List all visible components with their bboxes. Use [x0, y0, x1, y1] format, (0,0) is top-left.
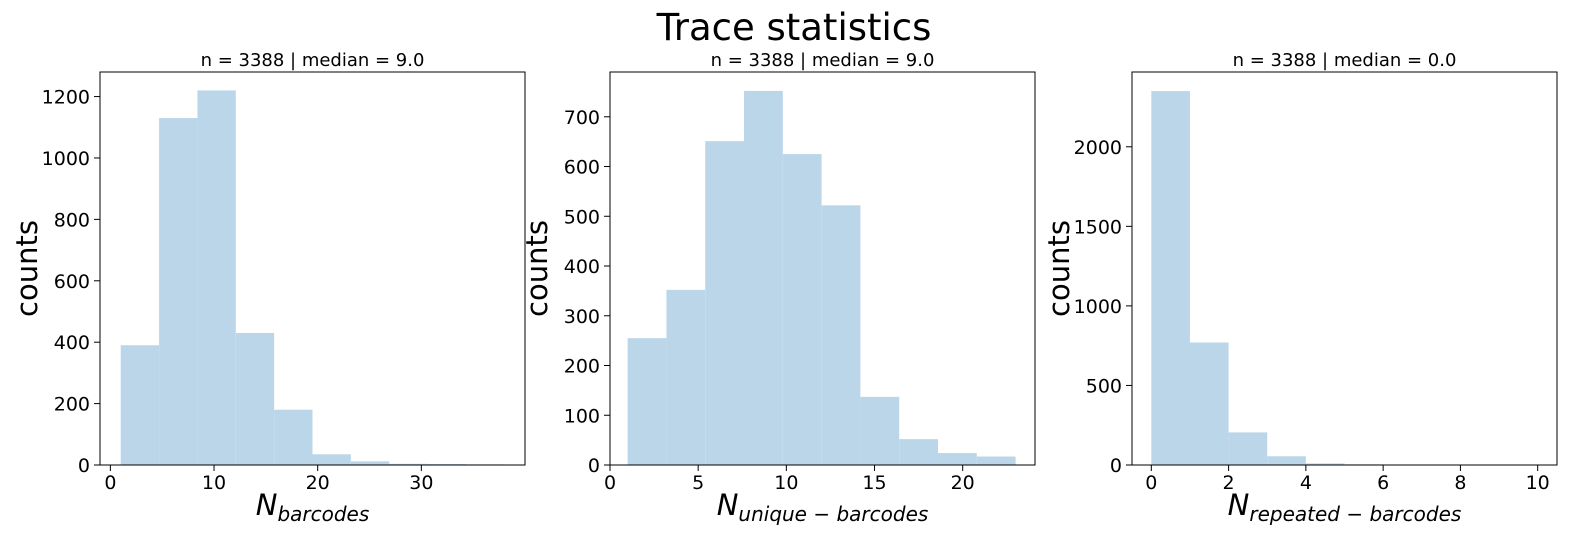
x-tick-label: 0: [604, 472, 616, 494]
histogram-bar: [782, 154, 822, 465]
x-tick-label: 0: [1145, 472, 1157, 494]
x-axis-label: Nrepeated − barcodes: [1228, 488, 1462, 526]
y-tick-label: 0: [1110, 455, 1122, 477]
x-tick-label: 8: [1454, 472, 1466, 494]
histogram-bar: [860, 396, 900, 465]
histogram-bar: [120, 345, 160, 465]
x-axis-label-main: N: [1228, 488, 1250, 522]
x-axis-label-main: N: [256, 488, 278, 522]
y-tick-label: 300: [564, 306, 600, 328]
histogram-bar: [744, 90, 783, 465]
y-tick-label: 100: [564, 405, 600, 427]
histogram-bar: [821, 205, 861, 465]
axes-subtitle: n = 3388 | median = 9.0: [201, 50, 425, 71]
histogram-panel-3: 0 2 4 6 8 10 0 500 1000 1500 2000 n = 3388 | median…: [1042, 50, 1558, 526]
histogram-bar: [666, 289, 706, 465]
y-tick-label: 700: [564, 107, 600, 129]
figure-title: Trace statistics: [656, 6, 932, 49]
y-tick-label: 500: [1086, 375, 1122, 397]
y-axis-label: counts: [10, 220, 44, 317]
histogram-bar: [197, 90, 236, 465]
y-tick-label: 0: [588, 455, 600, 477]
y-tick-label: 1000: [42, 148, 90, 170]
x-axis-label: Nunique − barcodes: [717, 488, 929, 526]
y-tick-label: 400: [564, 256, 600, 278]
x-tick-label: 10: [1526, 472, 1550, 494]
histogram-bar: [159, 118, 198, 465]
x-tick-label: 4: [1300, 472, 1312, 494]
histogram-bar: [312, 454, 351, 465]
histogram-bar: [235, 332, 275, 465]
y-tick-label: 1000: [1074, 296, 1122, 318]
x-tick-label: 5: [692, 472, 704, 494]
x-tick-label: 0: [104, 472, 116, 494]
histogram-bar: [627, 338, 667, 465]
histogram-bar: [1151, 91, 1190, 466]
histogram-bar: [899, 439, 939, 465]
y-axis-label: counts: [520, 220, 554, 317]
x-tick-label: 20: [951, 472, 975, 494]
histogram-bar: [976, 456, 1016, 465]
y-tick-label: 2000: [1074, 137, 1122, 159]
y-axis-label: counts: [1042, 220, 1076, 317]
histogram-bar: [1305, 463, 1345, 465]
y-tick-label: 400: [54, 332, 90, 354]
x-tick-label: 15: [862, 472, 886, 494]
axes-subtitle: n = 3388 | median = 9.0: [711, 50, 935, 71]
x-axis-label-subscript: unique − barcodes: [738, 502, 928, 526]
x-axis-label-main: N: [717, 488, 739, 522]
axes-frame: [609, 71, 1036, 466]
y-tick-label: 600: [54, 271, 90, 293]
axes-frame: [99, 71, 526, 466]
x-tick-label: 20: [306, 472, 330, 494]
histogram-bar: [1267, 456, 1306, 465]
x-axis-label-subscript: repeated − barcodes: [1249, 502, 1461, 526]
y-tick-label: 200: [54, 394, 90, 416]
histogram-bar: [389, 463, 428, 465]
axes-subtitle: n = 3388 | median = 0.0: [1233, 50, 1457, 71]
histogram-bar: [1189, 342, 1229, 465]
y-tick-label: 500: [564, 206, 600, 228]
histogram-bar: [274, 409, 313, 465]
histogram-bar: [350, 461, 390, 465]
x-tick-label: 10: [774, 472, 798, 494]
histogram-panel-1: 0 10 20 30 0 200 400 600 800 1000 1200 n = 3388 | m…: [10, 50, 526, 526]
x-axis-label-subscript: barcodes: [277, 502, 369, 526]
x-axis-label: Nbarcodes: [256, 488, 370, 526]
x-tick-label: 10: [202, 472, 226, 494]
y-tick-label: 800: [54, 209, 90, 231]
x-tick-label: 6: [1377, 472, 1389, 494]
histogram-bar: [705, 141, 745, 465]
y-tick-label: 0: [78, 455, 90, 477]
histogram-bar: [1228, 432, 1268, 465]
x-tick-label: 30: [409, 472, 433, 494]
y-tick-label: 1500: [1074, 216, 1122, 238]
axes-frame: [1131, 71, 1558, 466]
y-tick-label: 200: [564, 356, 600, 378]
histogram-bar: [938, 453, 977, 465]
y-tick-label: 1200: [42, 87, 90, 109]
y-tick-label: 600: [564, 157, 600, 179]
x-tick-label: 2: [1223, 472, 1235, 494]
